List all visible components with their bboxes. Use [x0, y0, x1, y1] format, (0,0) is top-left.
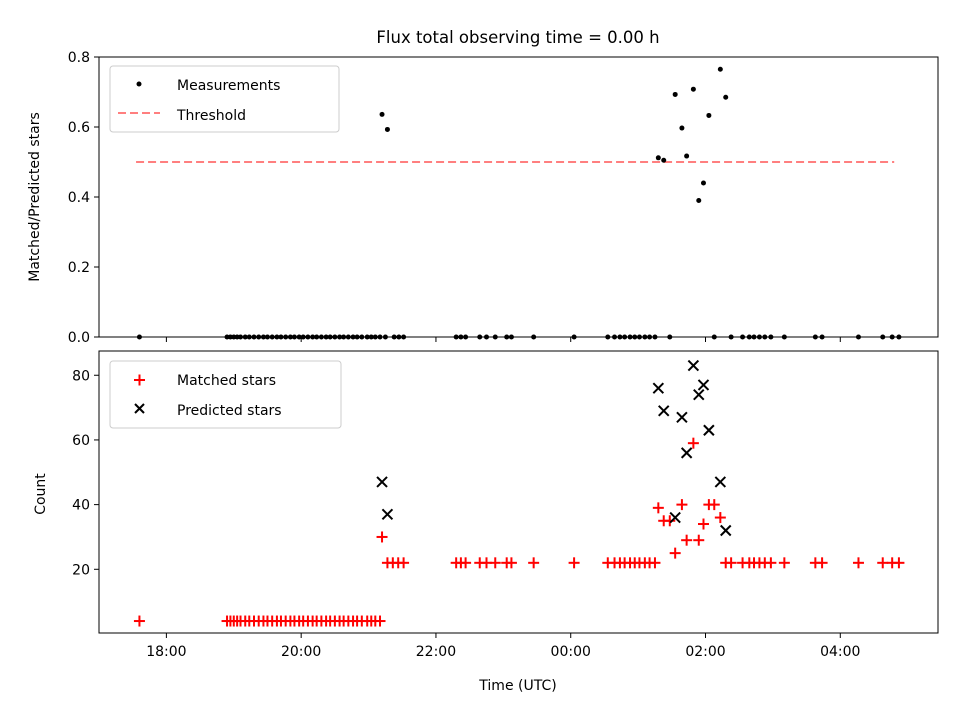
matched-star-marker — [681, 534, 693, 546]
matched-star-marker — [649, 557, 661, 569]
matched-star-marker — [893, 557, 905, 569]
matched-star-marker — [664, 515, 676, 527]
measurement-point — [706, 112, 712, 118]
matched-star-marker — [714, 512, 726, 524]
matched-star-marker — [376, 531, 388, 543]
measurement-point — [384, 126, 390, 132]
matched-star-marker — [687, 437, 699, 449]
measurement-point — [690, 86, 696, 92]
bottom-x-tick-label: 18:00 — [146, 644, 186, 660]
top-x-ticks — [165, 337, 841, 342]
measurement-point — [696, 198, 702, 203]
matched-star-marker — [765, 557, 777, 569]
bottom-x-tick-label: 00:00 — [551, 644, 591, 660]
top-y-tick-label: 0.2 — [68, 260, 90, 276]
matched-star-marker — [669, 547, 681, 559]
measurement-point — [723, 94, 729, 100]
legend-measurements-label: Measurements — [177, 78, 280, 94]
matched-star-marker — [725, 557, 737, 569]
measurement-point — [661, 157, 667, 163]
predicted-star-marker — [676, 411, 688, 424]
predicted-star-marker — [697, 379, 710, 391]
bottom-x-tick-label: 02:00 — [685, 644, 725, 660]
chart-title: Flux total observing time = 0.00 h — [376, 28, 659, 47]
top-y-tick-label: 0.0 — [68, 330, 90, 346]
matched-star-marker — [877, 557, 889, 569]
measurement-point — [717, 66, 723, 72]
bottom-y-tick-label: 40 — [72, 498, 90, 514]
predicted-star-marker — [381, 508, 394, 521]
bottom-axes-frame — [98, 350, 939, 634]
top-y-axis-label: Matched/Predicted stars — [27, 112, 43, 282]
bottom-y-ticks: 20 40 60 80 — [72, 368, 99, 578]
predicted-star-marker — [720, 524, 732, 537]
matched-star-marker — [398, 557, 410, 569]
predicted-star-marker — [687, 359, 700, 372]
measurement-point — [672, 91, 678, 97]
predicted-star-marker — [669, 511, 681, 524]
matched-star-marker — [778, 557, 790, 569]
matched-star-marker — [816, 557, 828, 569]
matched-star-marker — [676, 499, 688, 511]
measurement-point — [379, 111, 385, 117]
matched-star-marker — [133, 615, 145, 627]
top-y-ticks: 0.0 0.2 0.4 0.6 0.8 — [68, 50, 99, 346]
bottom-y-tick-label: 80 — [72, 368, 90, 384]
predicted-star-marker — [652, 382, 665, 394]
predicted-star-marker — [693, 388, 705, 401]
matched-star-marker — [489, 557, 501, 569]
matched-star-marker — [697, 518, 709, 530]
top-legend: Measurements Threshold — [109, 65, 340, 133]
bottom-y-axis-label: Count — [33, 473, 49, 515]
matched-star-marker — [693, 534, 705, 546]
top-panel: 0.00.20.40.60.8 Matched/Predicted stars … — [27, 50, 939, 346]
legend-predicted-marker — [134, 403, 145, 414]
matched-star-marker — [652, 502, 664, 514]
legend-threshold-label: Threshold — [176, 108, 246, 124]
x-axis-label: Time (UTC) — [478, 678, 556, 694]
matched-star-marker — [708, 499, 720, 511]
bottom-y-tick-label: 20 — [72, 562, 90, 578]
bottom-plot-area — [133, 359, 905, 627]
measurement-point — [684, 153, 690, 159]
measurement-point — [655, 155, 661, 161]
measurement-point — [679, 125, 685, 131]
bottom-x-tick-label: 04:00 — [820, 644, 860, 660]
matched-star-marker — [568, 557, 580, 569]
legend-predicted-label: Predicted stars — [177, 403, 282, 419]
top-y-tick-label: 0.8 — [68, 50, 90, 66]
bottom-x-tick-label: 20:00 — [281, 644, 321, 660]
top-y-tick-label: 0.4 — [68, 190, 90, 206]
matched-star-marker — [852, 557, 864, 569]
predicted-star-marker — [376, 476, 388, 488]
legend-matched-marker — [134, 374, 145, 386]
bottom-y-tick-label: 60 — [72, 433, 90, 449]
measurement-point — [700, 180, 706, 186]
bottom-legend: Matched stars Predicted stars — [109, 360, 342, 429]
bottom-x-ticks: 18:00 20:00 22:00 00:00 02:00 04:00 — [146, 633, 860, 660]
matched-star-marker — [505, 557, 517, 569]
predicted-star-marker — [680, 447, 693, 459]
legend-measurements-marker — [136, 81, 142, 87]
top-y-tick-label: 0.6 — [68, 120, 90, 136]
legend-matched-label: Matched stars — [177, 373, 276, 389]
predicted-star-marker — [658, 405, 670, 417]
matched-star-marker — [374, 615, 386, 627]
predicted-star-marker — [703, 424, 715, 436]
predicted-star-marker — [714, 476, 727, 488]
bottom-x-tick-label: 22:00 — [416, 644, 456, 660]
matched-star-marker — [460, 557, 472, 569]
matched-star-marker — [528, 557, 540, 569]
